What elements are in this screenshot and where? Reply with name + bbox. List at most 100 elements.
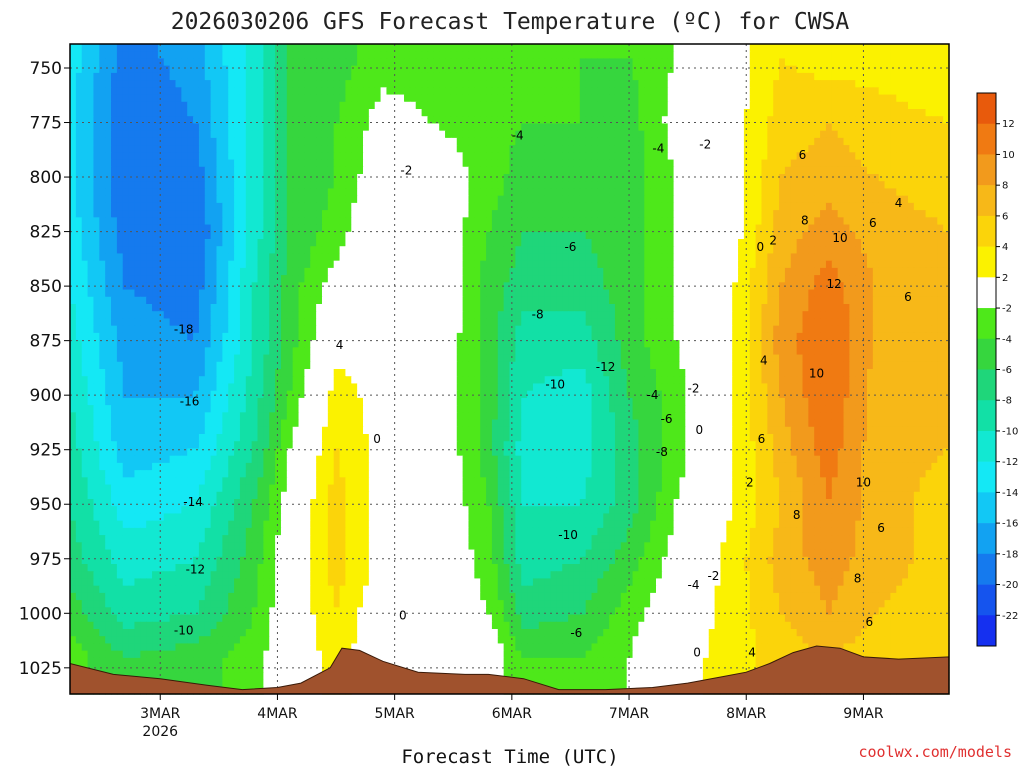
field-cell <box>532 267 540 276</box>
field-cell <box>691 210 698 218</box>
field-cell <box>304 87 311 96</box>
field-cell <box>656 159 663 168</box>
field-cell <box>263 239 270 247</box>
field-cell <box>228 123 235 132</box>
field-cell <box>245 152 253 161</box>
field-cell <box>228 253 235 262</box>
field-cell <box>339 51 347 60</box>
field-cell <box>831 137 839 146</box>
field-cell <box>146 275 153 283</box>
field-cell <box>392 253 399 262</box>
field-cell <box>169 65 177 74</box>
field-cell <box>638 116 645 125</box>
field-cell <box>468 188 475 197</box>
field-cell <box>269 109 276 117</box>
field-cell <box>298 217 305 226</box>
field-cell <box>937 145 944 153</box>
field-cell <box>656 116 663 125</box>
field-cell <box>755 137 763 146</box>
field-cell <box>187 80 194 88</box>
field-cell <box>181 275 188 283</box>
field-cell <box>820 116 827 125</box>
field-cell <box>808 80 815 88</box>
field-cell <box>427 246 434 255</box>
field-cell <box>363 231 370 240</box>
field-cell <box>374 246 382 255</box>
field-cell <box>773 188 780 197</box>
field-cell <box>316 152 323 161</box>
field-cell <box>298 181 305 190</box>
field-cell <box>538 275 546 283</box>
field-cell <box>228 267 235 276</box>
field-cell <box>585 181 593 190</box>
field-cell <box>738 195 745 204</box>
field-cell <box>878 246 886 255</box>
field-cell <box>415 137 423 146</box>
field-cell <box>825 137 833 146</box>
field-cell <box>773 80 780 88</box>
field-cell <box>761 210 768 218</box>
field-cell <box>796 123 804 132</box>
field-cell <box>913 80 921 88</box>
field-cell <box>556 130 563 139</box>
field-cell <box>351 202 358 211</box>
field-cell <box>562 145 569 153</box>
field-cell <box>907 159 915 168</box>
field-cell <box>866 65 874 74</box>
field-cell <box>128 217 136 226</box>
field-cell <box>468 101 475 110</box>
field-cell <box>749 217 757 226</box>
field-cell <box>626 202 634 211</box>
field-cell <box>632 130 640 139</box>
field-cell <box>316 267 323 276</box>
field-cell <box>925 224 933 233</box>
field-cell <box>708 174 716 182</box>
field-cell <box>667 224 675 233</box>
field-cell <box>280 267 288 276</box>
field-cell <box>603 137 610 146</box>
field-cell <box>251 94 259 103</box>
field-cell <box>603 44 610 52</box>
field-cell <box>638 159 645 168</box>
field-cell <box>70 217 77 226</box>
field-cell <box>872 267 880 276</box>
field-cell <box>591 87 598 96</box>
field-cell <box>339 72 347 81</box>
field-cell <box>738 58 745 67</box>
field-cell <box>925 72 933 81</box>
field-cell <box>286 94 294 103</box>
field-cell <box>890 58 897 67</box>
field-cell <box>902 239 909 247</box>
field-cell <box>597 159 604 168</box>
field-cell <box>743 58 751 67</box>
field-cell <box>743 246 751 255</box>
field-cell <box>380 44 388 52</box>
field-cell <box>573 253 581 262</box>
field-cell <box>380 159 388 168</box>
field-cell <box>738 275 745 283</box>
field-cell <box>304 137 311 146</box>
field-cell <box>187 239 194 247</box>
field-cell <box>661 253 669 262</box>
field-cell <box>415 181 423 190</box>
field-cell <box>784 275 792 283</box>
field-cell <box>193 101 200 110</box>
field-cell <box>304 181 311 190</box>
field-cell <box>814 159 821 168</box>
field-cell <box>286 109 294 117</box>
field-cell <box>263 94 270 103</box>
field-cell <box>116 80 124 88</box>
field-cell <box>146 123 153 132</box>
field-cell <box>404 239 411 247</box>
field-cell <box>831 109 839 117</box>
field-cell <box>111 58 118 67</box>
field-cell <box>697 267 704 276</box>
field-cell <box>456 109 464 117</box>
field-cell <box>638 188 645 197</box>
field-cell <box>837 116 845 125</box>
field-cell <box>509 181 516 190</box>
field-cell <box>269 80 276 88</box>
field-cell <box>831 166 839 175</box>
field-cell <box>925 80 933 88</box>
field-cell <box>667 58 675 67</box>
